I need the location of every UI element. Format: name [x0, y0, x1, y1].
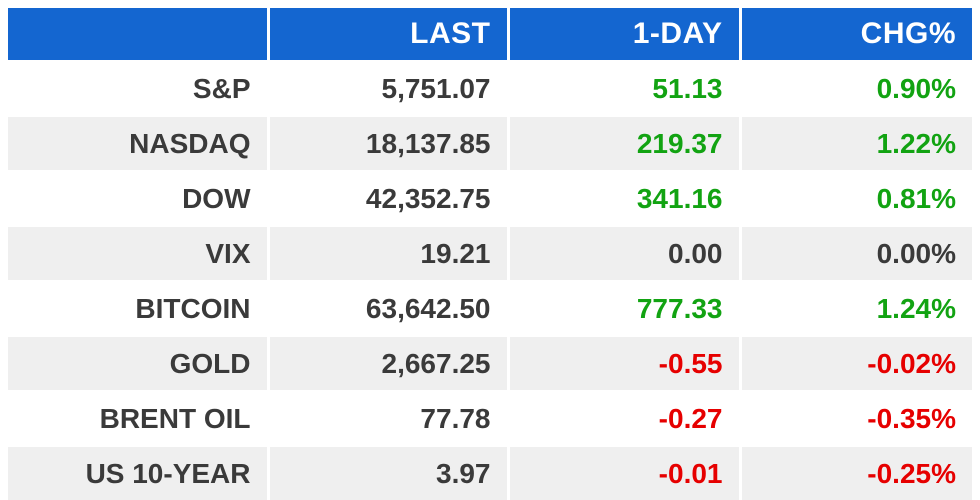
header-asset: [8, 8, 268, 61]
pct-change: -0.25%: [738, 445, 972, 500]
market-table: LAST 1-DAY CHG% S&P 5,751.07 51.13 0.90%…: [8, 8, 972, 500]
pct-change: 0.90%: [738, 60, 972, 116]
asset-name: DOW: [8, 170, 268, 226]
table-row: VIX 19.21 0.00 0.00%: [8, 225, 972, 281]
table-row: DOW 42,352.75 341.16 0.81%: [8, 170, 972, 226]
last-value: 2,667.25: [266, 335, 508, 391]
table-body: S&P 5,751.07 51.13 0.90% NASDAQ 18,137.8…: [8, 60, 972, 500]
table-row: S&P 5,751.07 51.13 0.90%: [8, 60, 972, 116]
last-value: 18,137.85: [266, 115, 508, 171]
last-value: 19.21: [266, 225, 508, 281]
pct-change: 0.00%: [738, 225, 972, 281]
header-row: LAST 1-DAY CHG%: [8, 8, 972, 61]
day-change: 219.37: [506, 115, 740, 171]
header-chg: CHG%: [738, 8, 972, 61]
pct-change: 0.81%: [738, 170, 972, 226]
asset-name: GOLD: [8, 335, 268, 391]
table-row: BRENT OIL 77.78 -0.27 -0.35%: [8, 390, 972, 446]
day-change: 0.00: [506, 225, 740, 281]
header-1day: 1-DAY: [506, 8, 740, 61]
pct-change: -0.35%: [738, 390, 972, 446]
header-last: LAST: [266, 8, 508, 61]
pct-change: 1.24%: [738, 280, 972, 336]
asset-name: BRENT OIL: [8, 390, 268, 446]
day-change: -0.55: [506, 335, 740, 391]
last-value: 77.78: [266, 390, 508, 446]
day-change: 341.16: [506, 170, 740, 226]
asset-name: NASDAQ: [8, 115, 268, 171]
pct-change: -0.02%: [738, 335, 972, 391]
pct-change: 1.22%: [738, 115, 972, 171]
table-row: US 10-YEAR 3.97 -0.01 -0.25%: [8, 445, 972, 500]
table-row: NASDAQ 18,137.85 219.37 1.22%: [8, 115, 972, 171]
last-value: 63,642.50: [266, 280, 508, 336]
asset-name: VIX: [8, 225, 268, 281]
day-change: 777.33: [506, 280, 740, 336]
last-value: 3.97: [266, 445, 508, 500]
market-data-grid: LAST 1-DAY CHG% S&P 5,751.07 51.13 0.90%…: [8, 8, 972, 500]
day-change: -0.01: [506, 445, 740, 500]
last-value: 42,352.75: [266, 170, 508, 226]
table-row: BITCOIN 63,642.50 777.33 1.24%: [8, 280, 972, 336]
table-row: GOLD 2,667.25 -0.55 -0.02%: [8, 335, 972, 391]
asset-name: US 10-YEAR: [8, 445, 268, 500]
last-value: 5,751.07: [266, 60, 508, 116]
day-change: 51.13: [506, 60, 740, 116]
asset-name: S&P: [8, 60, 268, 116]
asset-name: BITCOIN: [8, 280, 268, 336]
day-change: -0.27: [506, 390, 740, 446]
